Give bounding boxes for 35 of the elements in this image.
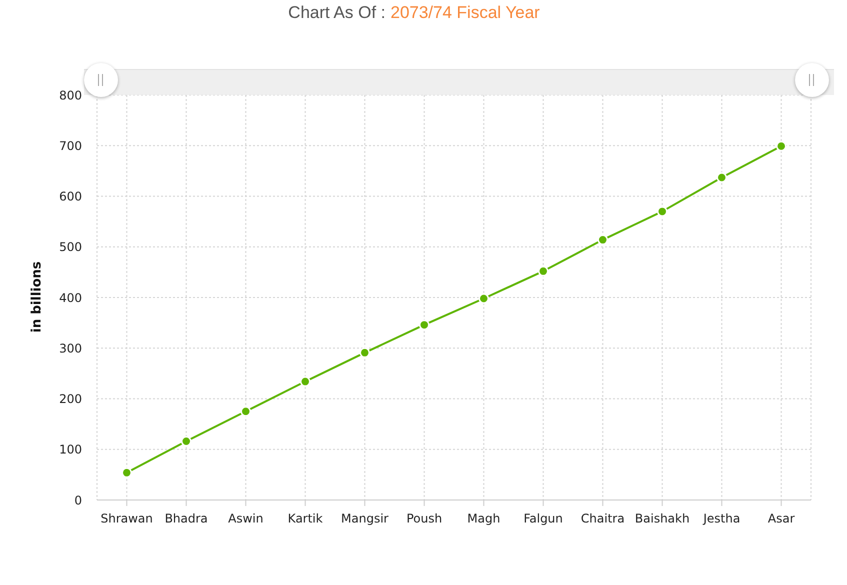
point <box>240 406 251 417</box>
point <box>776 140 786 152</box>
point <box>478 293 489 304</box>
x-tick-label: Poush <box>406 512 442 526</box>
point <box>122 467 132 478</box>
y-tick-label: 800 <box>59 88 82 102</box>
x-tick-label: Jestha <box>702 512 740 526</box>
x-tick-label: Chaitra <box>580 512 625 526</box>
y-tick-label: 600 <box>59 190 82 204</box>
x-tick-label: Magh <box>467 512 500 526</box>
point <box>360 347 370 358</box>
x-tick-label: Falgun <box>524 512 563 526</box>
y-tick-label: 500 <box>59 240 82 254</box>
x-tick-label: Mangsir <box>341 512 389 526</box>
point <box>716 172 727 183</box>
chart-title: Chart As Of : <box>288 3 386 22</box>
y-tick-label: 100 <box>59 442 82 457</box>
y-tick-label: 200 <box>59 392 82 406</box>
point <box>657 206 668 217</box>
x-tick-label: Asar <box>768 512 795 526</box>
point <box>419 320 430 330</box>
x-tick-label: Baishakh <box>634 512 690 526</box>
y-tick-label: 400 <box>59 290 82 305</box>
chart-subtitle: 2073/74 Fiscal Year <box>390 3 540 22</box>
x-tick-label: Shrawan <box>100 512 153 526</box>
point <box>538 266 548 276</box>
point <box>300 376 310 387</box>
y-axis-title: in billions <box>30 261 44 333</box>
y-tick-label: 700 <box>59 138 82 153</box>
x-tick-label: Bhadra <box>164 512 208 526</box>
x-tick-label: Kartik <box>288 512 323 526</box>
x-tick-label: Aswin <box>228 512 264 526</box>
point <box>598 234 608 246</box>
y-tick-label: 300 <box>59 341 82 356</box>
y-tick-label: 0 <box>74 493 82 508</box>
